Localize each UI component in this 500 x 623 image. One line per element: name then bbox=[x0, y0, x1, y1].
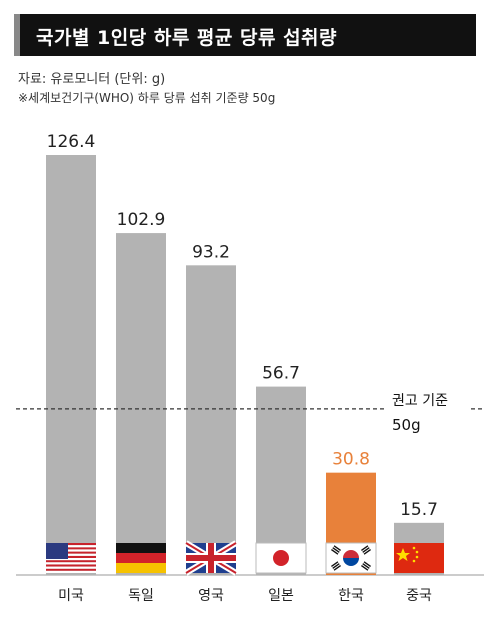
category-label-2: 독일 bbox=[128, 588, 154, 604]
reference-value-label: 50g bbox=[392, 416, 421, 434]
source-note: 자료: 유로모니터 (단위: g) bbox=[18, 72, 166, 87]
korea-flag bbox=[325, 542, 377, 574]
uk-flag bbox=[184, 540, 238, 576]
chart-title: 국가별 1인당 하루 평균 당류 섭취량 bbox=[36, 27, 338, 49]
value-label-5: 30.8 bbox=[332, 450, 370, 470]
category-label-6: 중국 bbox=[406, 588, 432, 604]
category-label-3: 영국 bbox=[198, 588, 224, 604]
bar-2 bbox=[116, 233, 166, 575]
bar-1 bbox=[46, 155, 96, 575]
value-label-3: 93.2 bbox=[192, 242, 230, 262]
bar-3 bbox=[186, 265, 236, 575]
category-label-4: 일본 bbox=[268, 588, 294, 604]
category-label-5: 한국 bbox=[338, 588, 364, 604]
value-label-6: 15.7 bbox=[400, 500, 438, 520]
reference-label: 권고 기준 bbox=[392, 393, 448, 409]
category-label-1: 미국 bbox=[58, 588, 84, 604]
value-label-1: 126.4 bbox=[47, 132, 96, 152]
china-flag bbox=[394, 543, 444, 573]
japan-flag bbox=[255, 542, 307, 574]
who-note: ※세계보건기구(WHO) 하루 당류 섭취 기준량 50g bbox=[18, 91, 276, 105]
value-label-2: 102.9 bbox=[117, 210, 166, 230]
value-label-4: 56.7 bbox=[262, 364, 300, 384]
reference-label-box bbox=[385, 386, 469, 445]
chart-title-bar: 국가별 1인당 하루 평균 당류 섭취량 bbox=[14, 14, 476, 56]
us-flag bbox=[46, 543, 96, 573]
germany-flag bbox=[116, 543, 166, 573]
